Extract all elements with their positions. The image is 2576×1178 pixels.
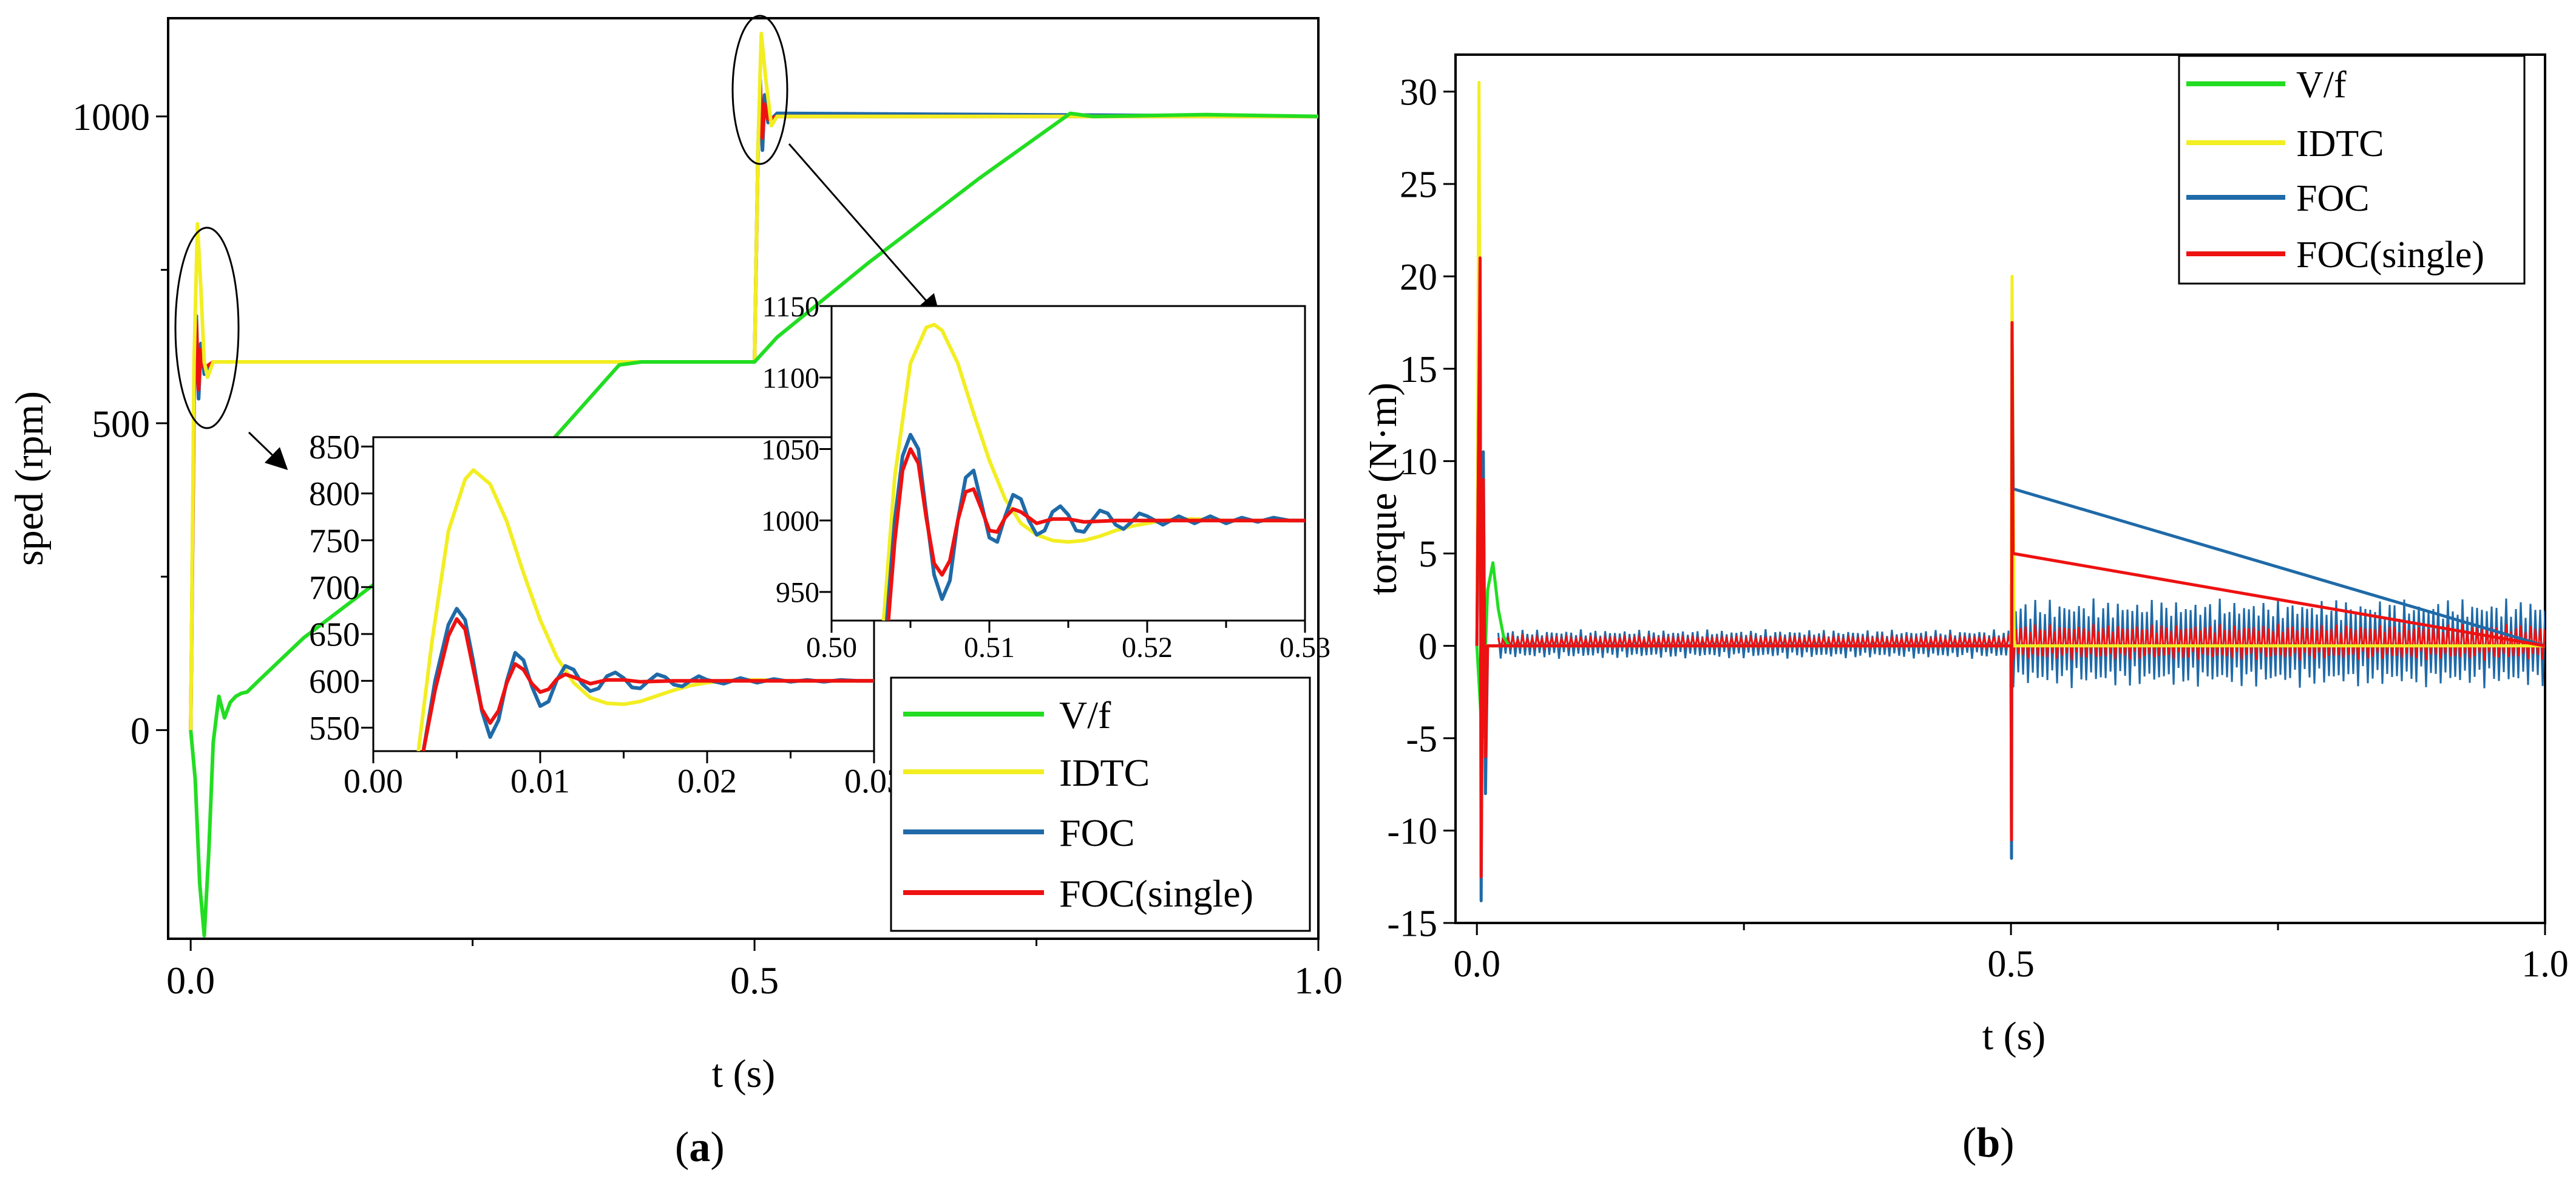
inset-start-ytick-label: 650 bbox=[309, 616, 360, 654]
panel-b-line-foc-single bbox=[1475, 256, 2545, 879]
panel-a-ytick-label: 1000 bbox=[72, 95, 150, 138]
inset-step-ytick-label: 950 bbox=[776, 577, 819, 609]
inset-step-ticks: 0.50 0.51 0.52 0.53 950 1000 1050 1100 1150 bbox=[761, 291, 1330, 664]
panel-a-y-ticks: 0 500 1000 bbox=[72, 95, 168, 752]
callout-arrow-step bbox=[788, 143, 940, 317]
inset-start-ytick-label: 550 bbox=[309, 710, 360, 747]
callout-ellipse-step bbox=[731, 15, 788, 165]
callout-arrow-start bbox=[248, 431, 288, 471]
legend-a-label-foc: FOC bbox=[1059, 811, 1135, 854]
inset-step-line-foc-single bbox=[886, 447, 1305, 621]
panel-b-ytick-label: -15 bbox=[1387, 904, 1437, 945]
panel-b-legend-frame bbox=[2178, 55, 2526, 285]
panel-a-x-label: t (s) bbox=[712, 1052, 775, 1096]
panel-b-ytick-label: 5 bbox=[1418, 534, 1437, 575]
panel-a-xtick-label: 0.0 bbox=[166, 959, 215, 1002]
panel-b-ytick-label: 10 bbox=[1400, 441, 1437, 483]
panel-b-caption-letter: b bbox=[1976, 1120, 2000, 1166]
legend-b-label-idtc: IDTC bbox=[2296, 123, 2384, 165]
panel-b-x-ticks: 0.0 0.5 1.0 bbox=[1453, 923, 2569, 985]
inset-start-ytick-label: 600 bbox=[309, 663, 360, 701]
panel-b-xtick-label: 0.5 bbox=[1987, 944, 2035, 985]
inset-step-xtick-label: 0.52 bbox=[1122, 632, 1173, 664]
inset-step-ytick-label: 1050 bbox=[761, 434, 819, 466]
panel-b-caption: (b) bbox=[1962, 1120, 2015, 1166]
panel-a-xtick-label: 0.5 bbox=[730, 959, 779, 1002]
inset-start-xtick-label: 0.01 bbox=[510, 763, 570, 800]
inset-step-ytick-label: 1000 bbox=[761, 505, 819, 537]
panel-b-xtick-label: 0.0 bbox=[1453, 944, 1500, 985]
inset-start-line-foc-single bbox=[421, 617, 874, 751]
legend-b-label-vf: V/f bbox=[2296, 64, 2347, 106]
panel-a-caption-letter: a bbox=[689, 1124, 710, 1171]
panel-a-xtick-label: 1.0 bbox=[1294, 959, 1343, 1002]
legend-a-label-vf: V/f bbox=[1059, 693, 1111, 737]
inset-start-xtick-label: 0.02 bbox=[677, 763, 737, 800]
inset-step-ytick-label: 1150 bbox=[762, 291, 819, 323]
panel-b-ytick-label: -10 bbox=[1387, 811, 1437, 853]
panel-b-band-foc bbox=[2010, 598, 2545, 689]
panel-a-line-idtc bbox=[189, 32, 1318, 730]
inset-step-series-group bbox=[881, 322, 1305, 621]
panel-b-y-ticks: -15 -10 -5 0 5 10 15 20 25 30 bbox=[1387, 72, 1456, 945]
inset-start-series-group bbox=[416, 468, 874, 751]
panel-b-ytick-label: 20 bbox=[1400, 257, 1437, 298]
panel-b-ytick-label: -5 bbox=[1406, 718, 1437, 760]
inset-step-xtick-label: 0.53 bbox=[1280, 632, 1330, 664]
legend-a-label-idtc: IDTC bbox=[1059, 751, 1150, 794]
panel-a-line-v-f bbox=[189, 111, 1318, 938]
panel-a-caption: (a) bbox=[675, 1124, 725, 1171]
callout-ellipse-start bbox=[174, 226, 240, 429]
inset-start-ytick-label: 800 bbox=[309, 475, 360, 513]
panel-b-x-label: t (s) bbox=[1982, 1014, 2046, 1058]
inset-start-ytick-label: 750 bbox=[309, 522, 360, 560]
panel-b-band-foc-single bbox=[2010, 624, 2545, 661]
panel-a-x-ticks: 0.0 0.5 1.0 bbox=[166, 939, 1343, 1002]
panel-b-y-label: torque (N·m) bbox=[1361, 383, 1405, 595]
legend-a-label-foc-single: FOC(single) bbox=[1059, 872, 1253, 915]
inset-step-frame bbox=[830, 305, 1306, 622]
legend-b-label-foc: FOC bbox=[2296, 178, 2370, 219]
inset-start-frame bbox=[372, 436, 875, 752]
panel-a-ytick-label: 500 bbox=[92, 402, 150, 445]
panel-b-ytick-label: 30 bbox=[1400, 72, 1437, 114]
inset-start-ytick-label: 850 bbox=[309, 429, 360, 466]
panel-b-ytick-label: 25 bbox=[1400, 165, 1437, 206]
inset-step-xtick-label: 0.51 bbox=[964, 632, 1015, 664]
panel-a-legend-frame bbox=[890, 676, 1311, 932]
panel-a-legend: V/f IDTC FOC FOC(single) bbox=[890, 676, 1311, 932]
panel-b-ytick-label: 0 bbox=[1418, 626, 1437, 667]
legend-b-label-foc-single: FOC(single) bbox=[2296, 234, 2484, 276]
panel-b-ytick-label: 15 bbox=[1400, 349, 1437, 390]
panel-a-series-group bbox=[189, 32, 1318, 938]
panel-b-series-group bbox=[1475, 81, 2545, 902]
panel-b: 0.0 0.5 1.0 -15 -10 -5 0 5 10 15 20 25 30 t (s) tor… bbox=[1361, 53, 2569, 1166]
inset-start-ytick-label: 700 bbox=[309, 570, 360, 607]
panel-b-legend: V/f IDTC FOC FOC(single) bbox=[2178, 55, 2526, 285]
inset-step-zoom: 0.50 0.51 0.52 0.53 950 1000 1050 1100 1150 bbox=[761, 291, 1330, 664]
panel-b-xtick-label: 1.0 bbox=[2521, 944, 2569, 985]
panel-a-y-label: sped (rpm) bbox=[7, 391, 52, 566]
inset-step-xtick-label: 0.50 bbox=[806, 632, 857, 664]
inset-start-xtick-label: 0.00 bbox=[344, 763, 403, 800]
inset-step-ytick-label: 1100 bbox=[762, 363, 819, 395]
panel-a-ytick-label: 0 bbox=[130, 709, 150, 752]
